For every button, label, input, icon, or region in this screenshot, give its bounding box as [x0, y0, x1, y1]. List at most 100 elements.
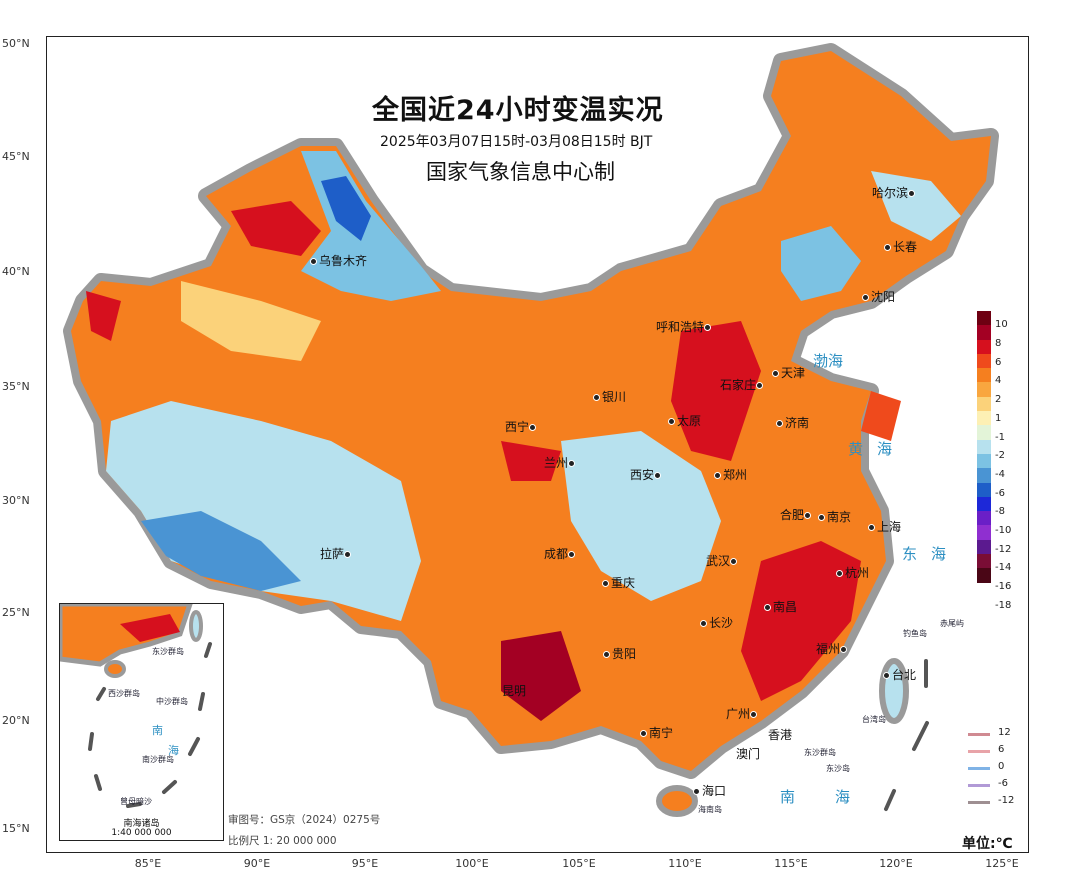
inset-label: 南 [152, 724, 163, 737]
sea-label-huanghai: 黄海 [848, 440, 907, 458]
approval-number: 审图号：GS京（2024）0275号 [228, 814, 381, 826]
colorbar-label: 8 [995, 338, 1002, 349]
inset-label: 中沙群岛 [156, 697, 188, 706]
inset-scale: 1:40 000 000 [111, 828, 172, 838]
inset-label: 曾母暗沙 [120, 797, 152, 806]
lon-label-90: 90°E [243, 857, 271, 870]
map-subtitle: 2025年03月07日15时-03月08日15时 BJT [380, 134, 653, 150]
colorbar [977, 311, 991, 583]
dash-lines [884, 659, 929, 811]
colorbar-swatch [977, 382, 991, 397]
map-scale: 比例尺 1: 20 000 000 [228, 835, 337, 847]
colorbar-swatch [977, 496, 991, 512]
lat-label-20: 20°N [2, 714, 30, 727]
colorbar-swatch [977, 368, 991, 383]
colorbar-label: -18 [995, 599, 1012, 611]
contour-legend-line [968, 750, 990, 753]
island-label: 东沙岛 [826, 764, 850, 773]
city-label: 合肥 [780, 506, 813, 523]
contour-legend-label: 12 [998, 727, 1011, 738]
city-label: 兰州 [544, 454, 577, 471]
sea-label-donghai: 东海 [902, 545, 961, 563]
contour-legend-label: 6 [998, 744, 1005, 755]
lat-label-40: 40°N [2, 265, 30, 278]
colorbar-swatch [977, 311, 991, 326]
city-label: 重庆 [602, 574, 635, 591]
city-label: 台北 [883, 666, 916, 683]
colorbar-swatch [977, 353, 991, 369]
city-label: 南宁 [640, 724, 673, 741]
colorbar-label: 2 [995, 394, 1002, 406]
city-label: 香港 [768, 728, 793, 742]
city-label: 哈尔滨 [872, 184, 917, 201]
city-label: 澳门 [736, 747, 761, 761]
colorbar-label: -6 [995, 487, 1005, 499]
sea-label-bohai: 渤海 [813, 352, 844, 370]
colorbar-label: -2 [995, 450, 1005, 462]
city-label: 呼和浩特 [656, 318, 713, 335]
city-label: 武汉 [706, 552, 739, 569]
colorbar-swatch [977, 339, 991, 354]
city-label: 广州 [726, 705, 759, 722]
colorbar-swatch [977, 539, 991, 555]
colorbar-swatch [977, 325, 991, 340]
temperature-change-map [63, 43, 999, 817]
map-maker: 国家气象信息中心制 [426, 160, 615, 184]
lon-label-105: 105°E [562, 857, 596, 870]
island-label: 赤尾屿 [940, 619, 964, 628]
island-label: 台湾岛 [862, 715, 886, 724]
contour-legend-label: -6 [998, 778, 1008, 789]
colorbar-swatch [977, 568, 991, 583]
city-label: 济南 [776, 414, 809, 431]
colorbar-label: -8 [995, 506, 1005, 518]
lat-label-35: 35°N [2, 380, 30, 393]
map-frame [46, 36, 1029, 853]
city-label: 太原 [668, 412, 701, 429]
city-label: 福州 [816, 640, 849, 657]
lon-label-110: 110°E [668, 857, 702, 870]
city-label: 郑州 [714, 466, 747, 483]
colorbar-swatch [977, 439, 991, 454]
lon-label-85: 85°E [134, 857, 162, 870]
colorbar-label: 1 [995, 412, 1002, 424]
colorbar-label: 10 [995, 319, 1008, 331]
colorbar-label: -14 [995, 562, 1012, 574]
contour-legend-line [968, 767, 990, 770]
contour-legend-label: 0 [998, 761, 1005, 772]
lat-label-25: 25°N [2, 606, 30, 619]
city-label: 成都 [544, 545, 577, 562]
lon-label-120: 120°E [879, 857, 913, 870]
island-label: 海南岛 [698, 805, 722, 814]
city-label: 贵阳 [603, 645, 636, 662]
city-label: 杭州 [836, 564, 869, 581]
city-label: 长春 [884, 238, 917, 255]
unit-label: 单位:℃ [962, 836, 1013, 852]
contour-legend-line [968, 733, 990, 736]
contour-legend-label: -12 [998, 795, 1015, 806]
city-label: 石家庄 [720, 376, 765, 393]
colorbar-label: -10 [995, 525, 1012, 536]
island-label: 钓鱼岛 [903, 629, 927, 638]
city-label: 拉萨 [320, 545, 353, 562]
south-china-sea-inset: 东沙群岛 西沙群岛 中沙群岛 南沙群岛 南 海 曾母暗沙 南海诸岛 1:40 0… [59, 603, 224, 841]
inset-label: 海 [168, 744, 179, 757]
colorbar-swatch [977, 411, 991, 426]
colorbar-label: -4 [995, 468, 1005, 480]
city-label: 南昌 [764, 598, 797, 615]
sea-label-nanhai: 南海 [780, 788, 891, 806]
colorbar-label: 4 [995, 375, 1002, 387]
colorbar-swatch [977, 482, 991, 497]
city-label: 长沙 [700, 614, 733, 631]
colorbar-swatch [977, 525, 991, 540]
colorbar-swatch [977, 511, 991, 526]
city-label: 南京 [818, 508, 851, 525]
inset-label: 西沙群岛 [108, 689, 140, 698]
lon-label-115: 115°E [774, 857, 808, 870]
inset-map [60, 604, 212, 808]
colorbar-swatch [977, 468, 991, 483]
lat-label-30: 30°N [2, 494, 30, 507]
colorbar-swatch [977, 453, 991, 469]
lon-label-100: 100°E [455, 857, 489, 870]
inset-label: 南沙群岛 [142, 755, 174, 764]
city-label: 西宁 [505, 418, 538, 435]
